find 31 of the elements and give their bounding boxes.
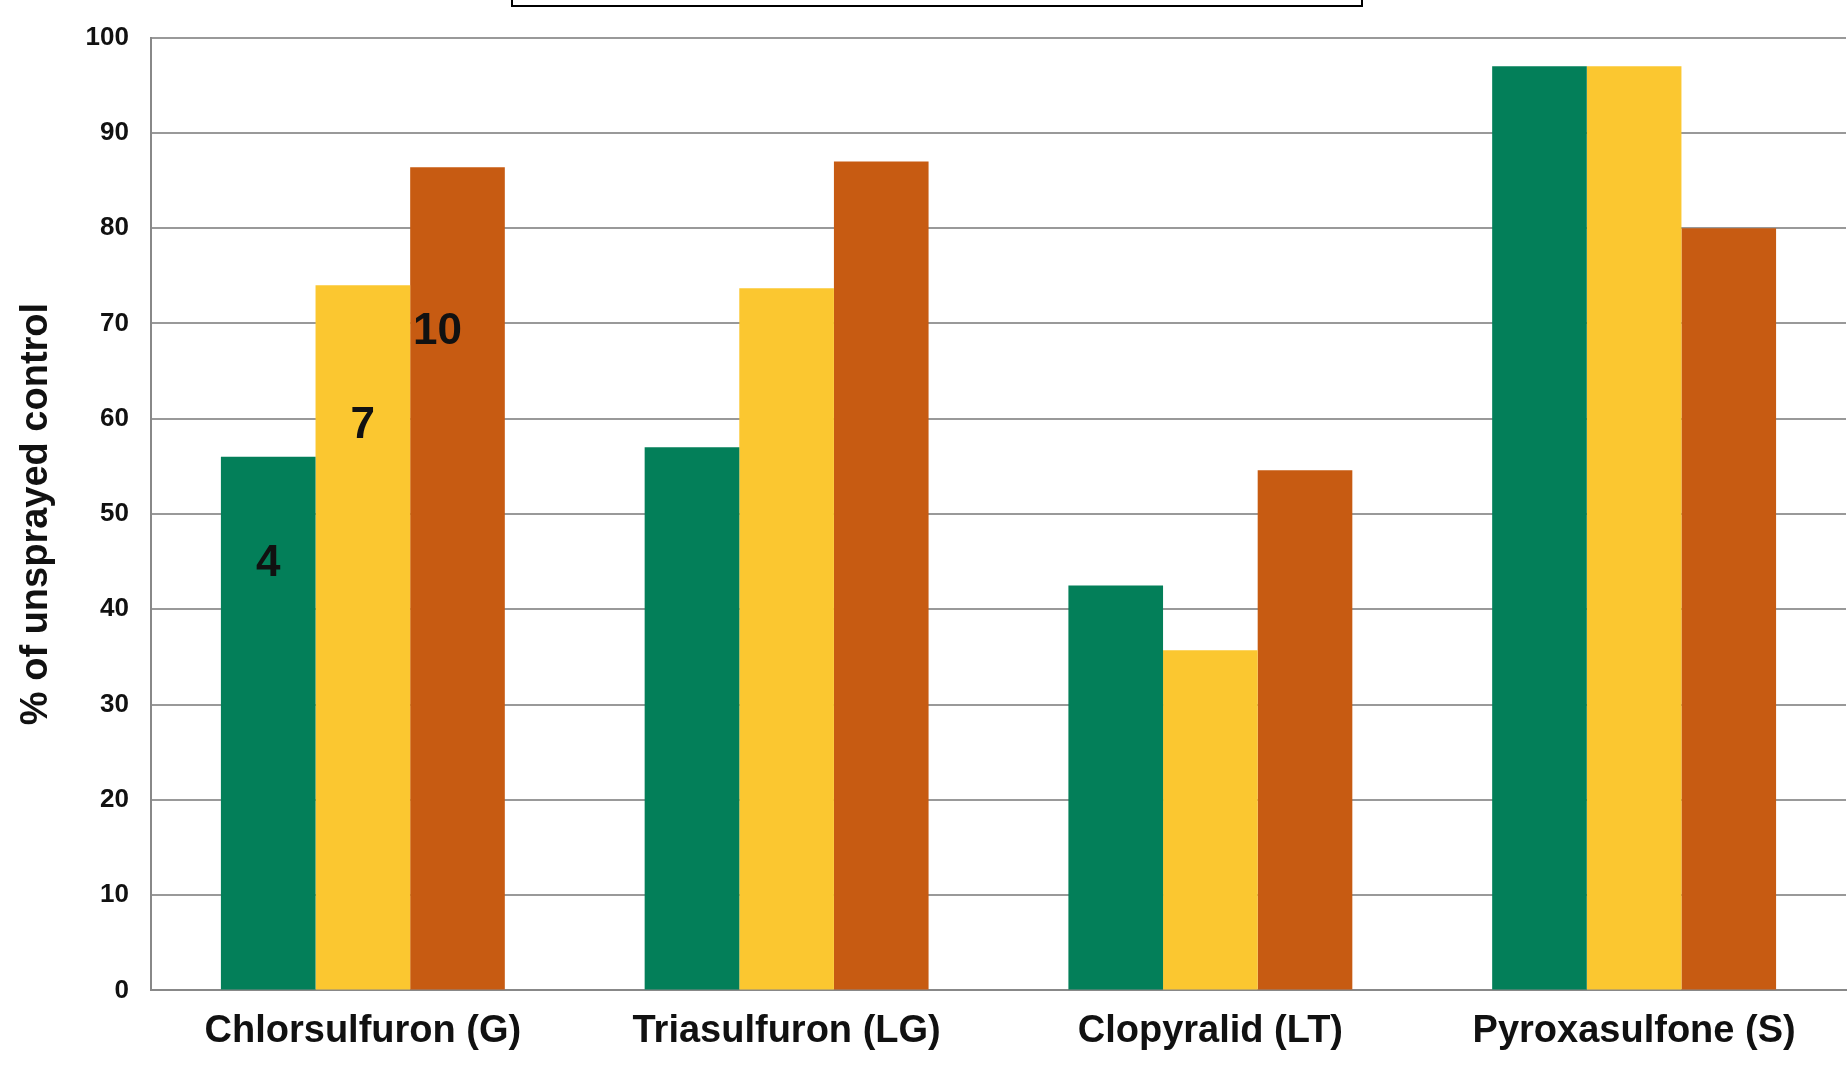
bar (1492, 66, 1587, 990)
y-tick-label: 40 (100, 592, 129, 623)
y-tick-label: 90 (100, 116, 129, 147)
y-tick-label: 0 (114, 973, 129, 1004)
y-tick-label: 80 (100, 211, 129, 242)
x-tick-label: Clopyralid (LT) (1077, 1007, 1344, 1050)
x-tick-label: Pyroxasulfone (S) (1472, 1007, 1796, 1050)
y-tick-label: 70 (100, 306, 129, 337)
y-tick-label: 50 (100, 497, 129, 528)
y-tick-label: 30 (100, 687, 129, 718)
bar (1681, 228, 1777, 990)
y-tick-label: 10 (100, 878, 129, 909)
y-tick-label: 100 (85, 20, 129, 51)
bar (220, 456, 316, 990)
bar (1068, 585, 1164, 990)
bar (644, 447, 740, 990)
y-axis-title: % of unsprayed control (13, 302, 56, 726)
series-label: 7 (350, 398, 376, 448)
y-tick-label: 20 (100, 783, 129, 814)
bar (410, 167, 505, 990)
bar (833, 161, 929, 990)
bar (739, 288, 834, 990)
series-label: 10 (413, 303, 462, 353)
y-tick-label: 60 (100, 401, 129, 432)
bar (1586, 66, 1682, 990)
bar (1163, 650, 1258, 990)
bar (315, 285, 411, 990)
bar (1257, 470, 1353, 990)
x-tick-label: Triasulfuron (LG) (632, 1007, 941, 1050)
series-label: 4 (255, 535, 281, 585)
x-tick-label: Chlorsulfuron (G) (204, 1007, 522, 1050)
